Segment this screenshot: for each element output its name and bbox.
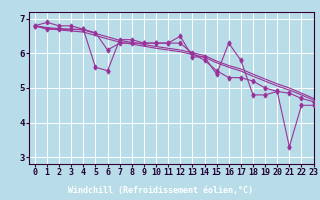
Text: Windchill (Refroidissement éolien,°C): Windchill (Refroidissement éolien,°C): [68, 186, 252, 196]
